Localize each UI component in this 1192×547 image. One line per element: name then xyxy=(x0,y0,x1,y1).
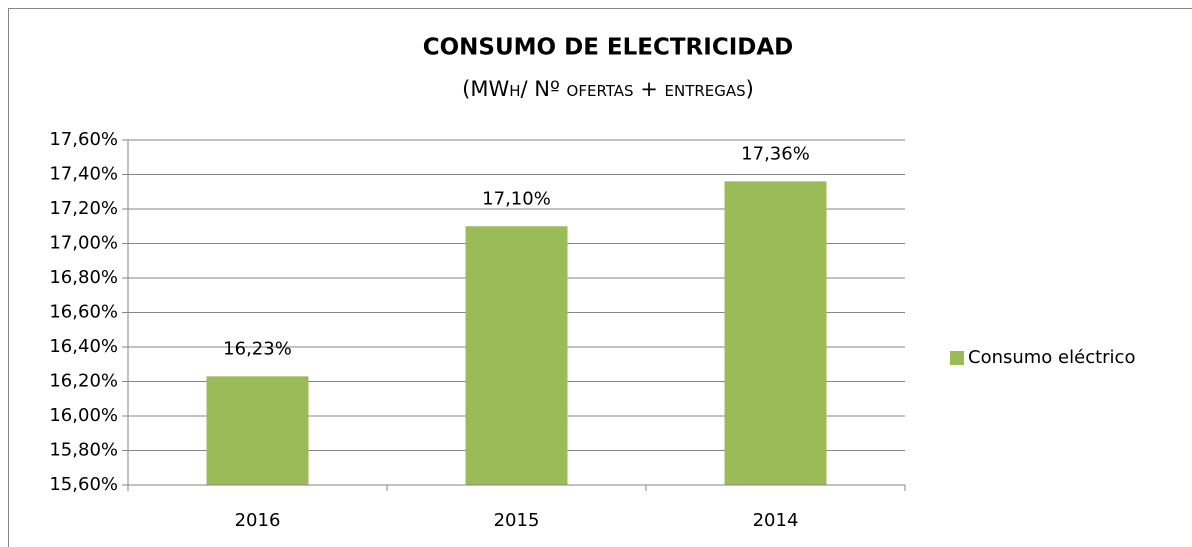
bar xyxy=(206,376,309,485)
legend-swatch xyxy=(950,351,964,365)
bar xyxy=(465,226,568,485)
bar xyxy=(724,181,827,485)
y-tick-label: 16,00% xyxy=(49,405,118,426)
y-tick-label: 16,40% xyxy=(49,336,118,357)
y-tick-label: 16,20% xyxy=(49,371,118,392)
data-label: 17,10% xyxy=(482,188,551,209)
y-tick-label: 16,80% xyxy=(49,267,118,288)
x-tick-label: 2015 xyxy=(494,510,540,531)
data-label: 16,23% xyxy=(223,338,292,359)
chart-subtitle: (MWh/ Nº ofertas + entregas) xyxy=(462,77,754,101)
y-tick-label: 17,00% xyxy=(49,233,118,254)
chart-title: CONSUMO DE ELECTRICIDAD xyxy=(423,35,794,61)
data-label: 17,36% xyxy=(741,143,810,164)
x-tick-label: 2014 xyxy=(753,510,799,531)
y-tick-label: 17,40% xyxy=(49,164,118,185)
x-tick-label: 2016 xyxy=(235,510,281,531)
y-tick-label: 17,20% xyxy=(49,198,118,219)
y-tick-label: 15,80% xyxy=(49,440,118,461)
y-tick-label: 15,60% xyxy=(49,474,118,495)
y-tick-label: 17,60% xyxy=(49,129,118,150)
y-tick-label: 16,60% xyxy=(49,302,118,323)
legend-label: Consumo eléctrico xyxy=(968,347,1135,368)
